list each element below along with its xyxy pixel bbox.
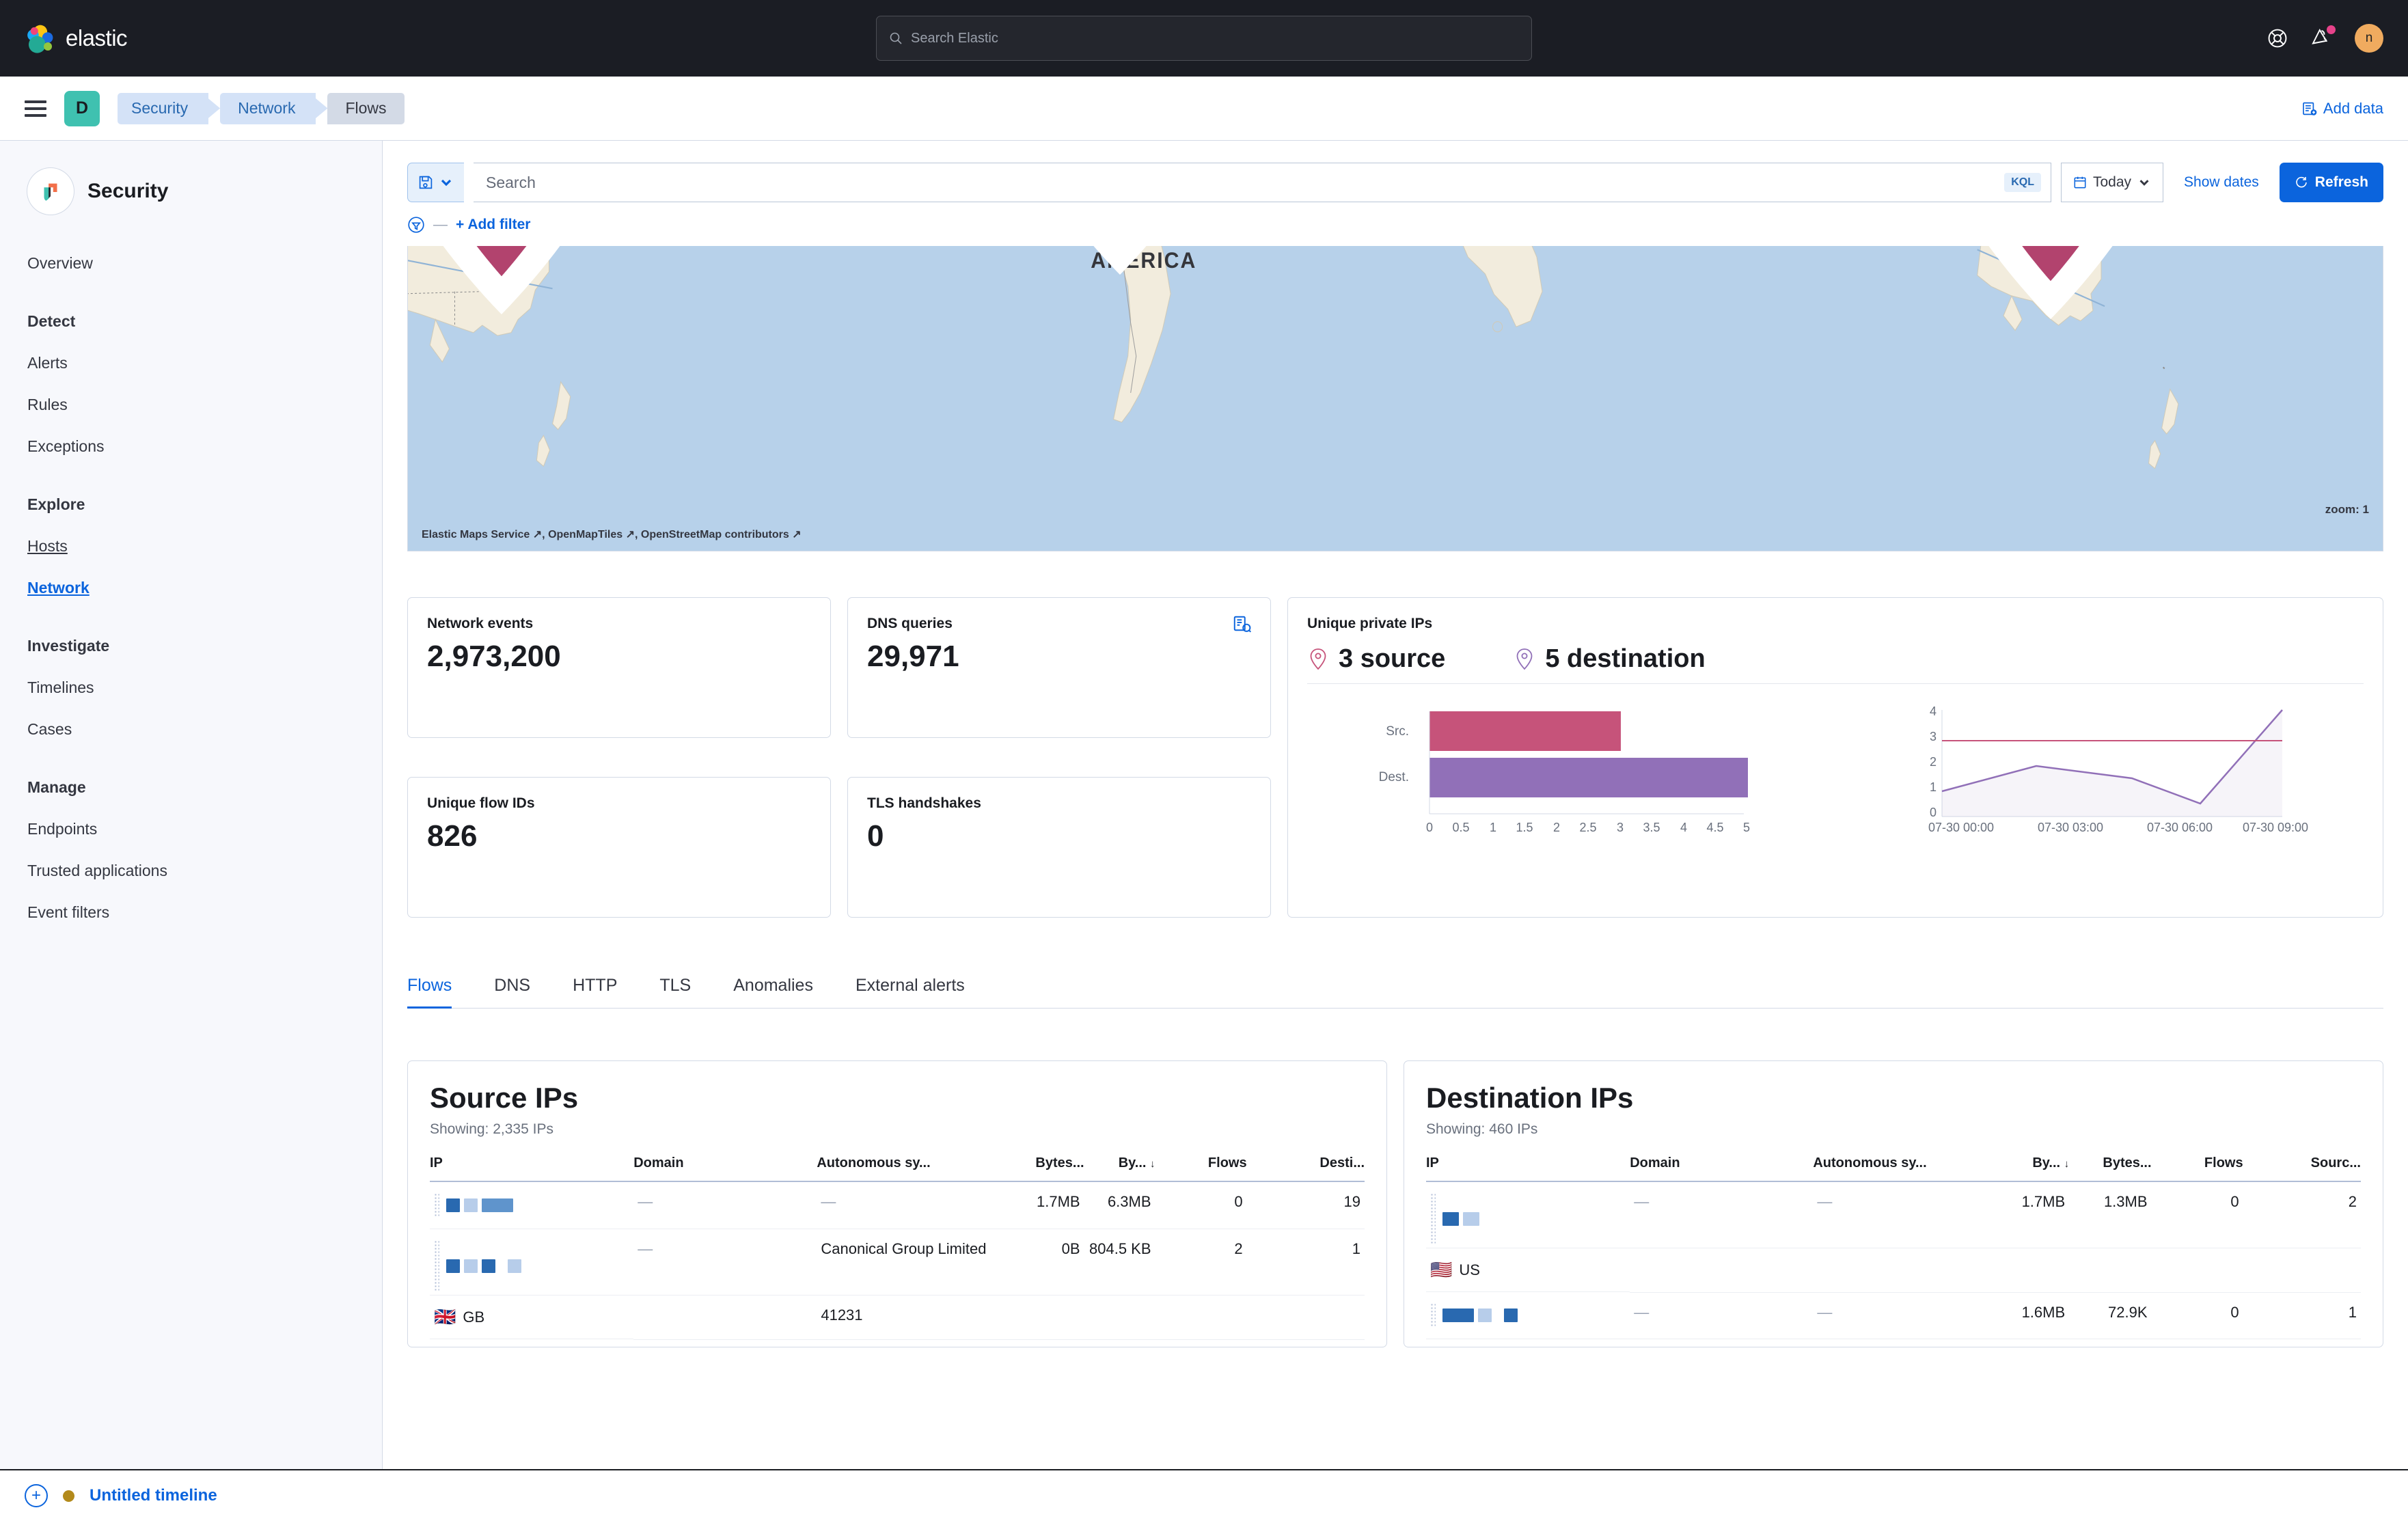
svg-text:2: 2 [1553, 821, 1560, 834]
svg-text:4: 4 [1930, 704, 1937, 718]
svg-text:1: 1 [1930, 780, 1937, 794]
svg-text:07-30 03:00: 07-30 03:00 [2038, 821, 2103, 834]
svg-text:0.5: 0.5 [1452, 821, 1469, 834]
svg-text:2: 2 [1930, 755, 1937, 769]
svg-text:0: 0 [1426, 821, 1433, 834]
svg-text:3: 3 [1617, 821, 1624, 834]
svg-text:07-30 00:00: 07-30 00:00 [1928, 821, 1994, 834]
svg-text:Dest.: Dest. [1379, 770, 1409, 784]
svg-text:3: 3 [1930, 730, 1937, 743]
svg-text:3.5: 3.5 [1643, 821, 1660, 834]
svg-text:4.5: 4.5 [1706, 821, 1723, 834]
svg-text:4: 4 [1680, 821, 1687, 834]
svg-text:0: 0 [1930, 806, 1937, 819]
svg-text:Src.: Src. [1386, 724, 1409, 739]
svg-text:2.5: 2.5 [1579, 821, 1596, 834]
svg-text:07-30 09:00: 07-30 09:00 [2243, 821, 2308, 834]
svg-text:1.5: 1.5 [1516, 821, 1533, 834]
svg-text:1: 1 [1490, 821, 1496, 834]
svg-text:07-30 06:00: 07-30 06:00 [2147, 821, 2213, 834]
svg-text:5: 5 [1743, 821, 1750, 834]
